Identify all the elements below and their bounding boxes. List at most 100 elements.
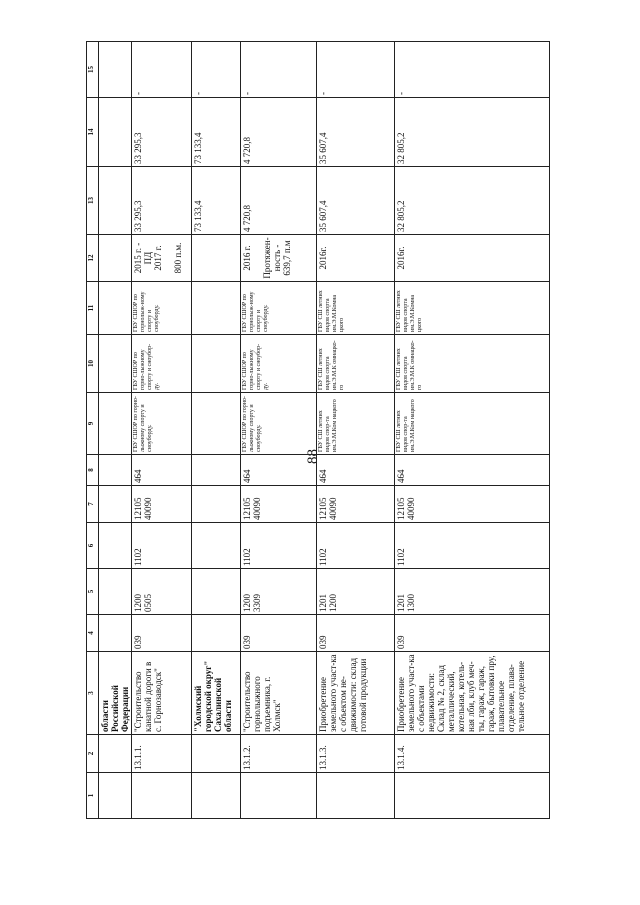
table-row: 13.1.3. Приобретение земельного участ-ка … [316, 41, 395, 819]
table-cell [191, 334, 241, 393]
table-cell: "Строительство горнолыжного подъемника, … [240, 651, 317, 735]
column-header: 12 [86, 234, 99, 282]
table-cell [98, 281, 132, 335]
column-header: 15 [86, 41, 99, 98]
table-cell: ГБУ СШОР по горно-лыжному спорту и сноуб… [131, 392, 192, 455]
table-cell: 464 [316, 454, 395, 486]
table-cell: 464 [240, 454, 317, 486]
table-cell: 1102 [394, 522, 550, 569]
table-cell: 039 [240, 614, 317, 652]
column-header: 14 [86, 97, 99, 167]
table-cell: ГБУ СШ летних видов спорта им.Э.М.Комна … [316, 281, 395, 335]
table-cell: 13.1.4. [394, 734, 550, 773]
table-row: 13.1.4. Приобретение земельного участ-ка … [394, 41, 550, 819]
table-cell: 32 805,2 [394, 166, 550, 235]
table-cell: 12105 40090 [394, 485, 550, 523]
table-cell: ГБУ СШ летних видов спорта им.Э.М.К омна… [316, 334, 395, 393]
table-cell: Приобретение земельного участ-ка с объек… [394, 651, 550, 735]
data-table: 1 2 3 4 5 6 7 8 9 10 11 12 13 14 15 области Российской … [86, 41, 550, 819]
table-cell: - [191, 41, 241, 98]
table-cell: 12105 40090 [316, 485, 395, 523]
table-cell: 2016 г. Протяжен-ность - 639,7 п.м [240, 234, 317, 282]
table-cell: области Российской Федерации [98, 651, 132, 735]
table-cell: ГБУ СШОР по горно-лыжному спорту и сноуб… [240, 334, 317, 393]
table-cell: Приобретение земельного участ-ка с объек… [316, 651, 395, 735]
table-cell: 1201 1300 [394, 568, 550, 615]
table-cell: 4 720,8 [240, 97, 317, 167]
table-cell [191, 614, 241, 652]
column-header: 11 [86, 281, 99, 335]
table-cell: 4 720,8 [240, 166, 317, 235]
table-row: области Российской Федерации [98, 41, 132, 819]
table-row: 13.1.2. "Строительство горнолыжного подъе… [240, 41, 317, 819]
table-cell: 32 805,2 [394, 97, 550, 167]
table-cell [191, 392, 241, 455]
table-cell: 12105 40090 [131, 485, 192, 523]
table-cell [98, 734, 132, 773]
table-cell [98, 772, 132, 819]
table-cell: 73 133,4 [191, 166, 241, 235]
table-cell [191, 485, 241, 523]
table-cell [98, 166, 132, 235]
table-cell: 35 607,4 [316, 166, 395, 235]
column-header: 4 [86, 614, 99, 652]
table-cell: 464 [394, 454, 550, 486]
column-header: 9 [86, 392, 99, 455]
table-cell [316, 772, 395, 819]
table-cell: ГБУ СШ летних видов спор-та им.Э.М.Ком н… [394, 392, 550, 455]
header-row: 1 2 3 4 5 6 7 8 9 10 11 12 13 14 15 [86, 41, 99, 819]
table-cell: - [131, 41, 192, 98]
table-cell [191, 522, 241, 569]
table-cell: 039 [394, 614, 550, 652]
table-cell: ГБУ СШ летних видов спорта им.Э.М.Комна … [394, 281, 550, 335]
rotated-table-wrapper: 1 2 3 4 5 6 7 8 9 10 11 12 13 14 15 области Российской … [86, 41, 550, 819]
table-cell: 13.1.1. [131, 734, 192, 773]
table-cell: ГБУ СШОР по горнолыж-ному спорту и сноуб… [240, 281, 317, 335]
table-cell: - [394, 41, 550, 98]
table-cell: 1102 [240, 522, 317, 569]
table-cell: ГБУ СШ летних видов спорта им.Э.М.К омна… [394, 334, 550, 393]
table-cell: "Строительство канатной дороги в с. Горн… [131, 651, 192, 735]
table-cell: 1102 [131, 522, 192, 569]
table-cell: - [240, 41, 317, 98]
table-cell [98, 234, 132, 282]
table-cell: 35 607,4 [316, 97, 395, 167]
table-cell: 33 295,3 [131, 166, 192, 235]
column-header: 6 [86, 522, 99, 569]
column-header: 7 [86, 485, 99, 523]
table-row: "Холмский городской округ" Сахалинской о… [191, 41, 241, 819]
table-cell [191, 281, 241, 335]
table-cell [98, 454, 132, 486]
column-header: 10 [86, 334, 99, 393]
table-cell: ГБУ СШ летних видов спор-та им.Э.М.Ком н… [316, 392, 395, 455]
table-cell [98, 97, 132, 167]
table-cell: 2015 г. - ПД 2017 г. 800 п.м. [131, 234, 192, 282]
table-cell [98, 334, 132, 393]
table-cell: 039 [131, 614, 192, 652]
table-cell: 13.1.3. [316, 734, 395, 773]
table-cell [98, 568, 132, 615]
table-cell [191, 568, 241, 615]
table-cell [191, 234, 241, 282]
column-header: 2 [86, 734, 99, 773]
column-header: 1 [86, 772, 99, 819]
table-cell: 1102 [316, 522, 395, 569]
table-cell: 039 [316, 614, 395, 652]
table-cell: "Холмский городской округ" Сахалинской о… [191, 651, 241, 735]
table-cell [98, 522, 132, 569]
table-cell: 33 295,3 [131, 97, 192, 167]
table-cell: 1200 3309 [240, 568, 317, 615]
table-cell: 1201 1200 [316, 568, 395, 615]
column-header: 13 [86, 166, 99, 235]
table-cell [191, 454, 241, 486]
table-row: 13.1.1. "Строительство канатной дороги в … [131, 41, 192, 819]
table-cell: 2016г. [394, 234, 550, 282]
column-header: 5 [86, 568, 99, 615]
table-cell [191, 772, 241, 819]
table-cell [98, 392, 132, 455]
table-cell: 1200 0505 [131, 568, 192, 615]
table-cell [191, 734, 241, 773]
table-cell: 13.1.2. [240, 734, 317, 773]
table-cell: 2016г. [316, 234, 395, 282]
table-cell [240, 772, 317, 819]
